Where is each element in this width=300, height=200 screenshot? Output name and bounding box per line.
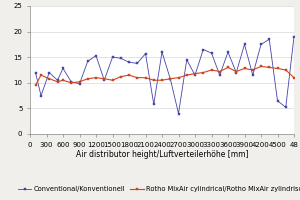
Conventional/Konventionell [218, 74, 221, 76]
Rotho MixAir cylindrical/Rotho MixAir zylindrisch [136, 76, 139, 79]
Rotho MixAir cylindrical/Rotho MixAir zylindrisch [34, 84, 37, 87]
Rotho MixAir cylindrical/Rotho MixAir zylindrisch [94, 76, 98, 79]
Rotho MixAir cylindrical/Rotho MixAir zylindrisch [177, 76, 180, 79]
Conventional/Konventionell [86, 60, 90, 62]
Rotho MixAir cylindrical/Rotho MixAir zylindrisch [292, 76, 296, 79]
Rotho MixAir cylindrical/Rotho MixAir zylindrisch [185, 74, 189, 76]
Rotho MixAir cylindrical/Rotho MixAir zylindrisch [160, 79, 164, 81]
Conventional/Konventionell [276, 100, 279, 102]
Rotho MixAir cylindrical/Rotho MixAir zylindrisch [235, 70, 238, 73]
Conventional/Konventionell [193, 74, 197, 76]
Rotho MixAir cylindrical/Rotho MixAir zylindrisch [169, 78, 172, 80]
Rotho MixAir cylindrical/Rotho MixAir zylindrisch [210, 69, 213, 71]
Conventional/Konventionell [185, 59, 189, 61]
Conventional/Konventionell [177, 112, 180, 115]
Rotho MixAir cylindrical/Rotho MixAir zylindrisch [70, 82, 73, 84]
Conventional/Konventionell [235, 71, 238, 74]
Conventional/Konventionell [144, 52, 147, 55]
Conventional/Konventionell [152, 103, 156, 106]
Conventional/Konventionell [259, 43, 263, 46]
Rotho MixAir cylindrical/Rotho MixAir zylindrisch [144, 76, 147, 79]
Rotho MixAir cylindrical/Rotho MixAir zylindrisch [259, 65, 263, 68]
Rotho MixAir cylindrical/Rotho MixAir zylindrisch [152, 79, 156, 81]
Rotho MixAir cylindrical/Rotho MixAir zylindrisch [218, 70, 221, 73]
Conventional/Konventionell [243, 43, 246, 46]
Rotho MixAir cylindrical/Rotho MixAir zylindrisch [284, 69, 287, 71]
Conventional/Konventionell [47, 71, 51, 74]
Conventional/Konventionell [268, 38, 271, 40]
Conventional/Konventionell [34, 71, 37, 74]
Rotho MixAir cylindrical/Rotho MixAir zylindrisch [243, 67, 246, 70]
Conventional/Konventionell [103, 79, 106, 81]
Rotho MixAir cylindrical/Rotho MixAir zylindrisch [103, 78, 106, 80]
Line: Conventional/Konventionell: Conventional/Konventionell [34, 35, 295, 115]
Rotho MixAir cylindrical/Rotho MixAir zylindrisch [47, 78, 51, 80]
Conventional/Konventionell [226, 51, 230, 53]
Conventional/Konventionell [119, 57, 123, 59]
Conventional/Konventionell [169, 78, 172, 80]
Rotho MixAir cylindrical/Rotho MixAir zylindrisch [276, 67, 279, 70]
Conventional/Konventionell [160, 51, 164, 53]
Conventional/Konventionell [210, 52, 213, 54]
Rotho MixAir cylindrical/Rotho MixAir zylindrisch [268, 66, 271, 69]
Rotho MixAir cylindrical/Rotho MixAir zylindrisch [251, 69, 254, 71]
Conventional/Konventionell [202, 48, 205, 51]
Conventional/Konventionell [39, 94, 43, 97]
Rotho MixAir cylindrical/Rotho MixAir zylindrisch [56, 81, 59, 83]
Conventional/Konventionell [292, 36, 296, 38]
Conventional/Konventionell [136, 62, 139, 65]
Rotho MixAir cylindrical/Rotho MixAir zylindrisch [119, 75, 123, 78]
Rotho MixAir cylindrical/Rotho MixAir zylindrisch [61, 79, 65, 81]
Rotho MixAir cylindrical/Rotho MixAir zylindrisch [202, 71, 205, 74]
Conventional/Konventionell [251, 74, 254, 76]
Conventional/Konventionell [56, 79, 59, 81]
Rotho MixAir cylindrical/Rotho MixAir zylindrisch [226, 66, 230, 69]
Conventional/Konventionell [78, 83, 81, 85]
Legend: Conventional/Konventionell, Rotho MixAir cylindrical/Rotho MixAir zylindrisch: Conventional/Konventionell, Rotho MixAir… [18, 186, 300, 192]
Rotho MixAir cylindrical/Rotho MixAir zylindrisch [127, 74, 131, 76]
Conventional/Konventionell [284, 106, 287, 109]
Line: Rotho MixAir cylindrical/Rotho MixAir zylindrisch: Rotho MixAir cylindrical/Rotho MixAir zy… [34, 65, 295, 87]
Conventional/Konventionell [94, 54, 98, 57]
Conventional/Konventionell [70, 81, 73, 83]
Rotho MixAir cylindrical/Rotho MixAir zylindrisch [78, 81, 81, 83]
Conventional/Konventionell [127, 61, 131, 64]
Rotho MixAir cylindrical/Rotho MixAir zylindrisch [86, 78, 90, 80]
Rotho MixAir cylindrical/Rotho MixAir zylindrisch [193, 72, 197, 75]
Rotho MixAir cylindrical/Rotho MixAir zylindrisch [39, 74, 43, 76]
Conventional/Konventionell [61, 67, 65, 70]
Rotho MixAir cylindrical/Rotho MixAir zylindrisch [111, 79, 114, 81]
Conventional/Konventionell [111, 56, 114, 58]
X-axis label: Air distributor height/Luftverteilerhöhe [mm]: Air distributor height/Luftverteilerhöhe… [76, 150, 248, 159]
